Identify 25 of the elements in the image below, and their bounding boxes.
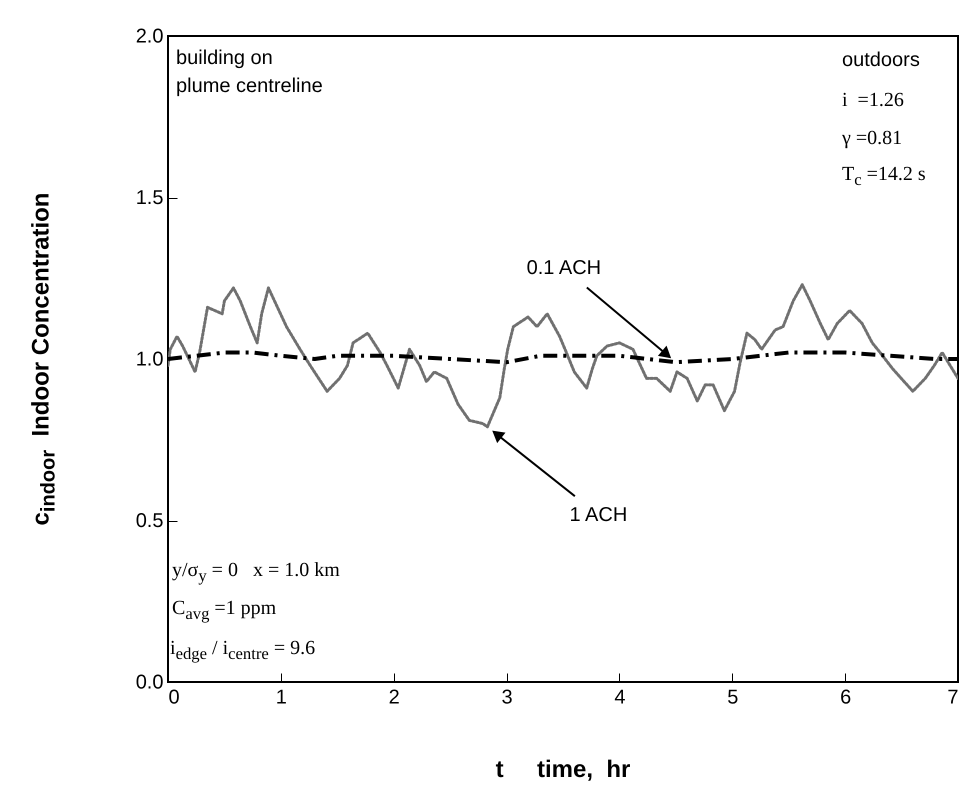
y-tick-label: 0.5 bbox=[136, 510, 164, 532]
annotation: 0.1 ACH bbox=[526, 257, 602, 280]
x-axis-title: t time, hr bbox=[496, 756, 630, 784]
x-tick-label: 5 bbox=[727, 686, 738, 708]
x-tick-label: 7 bbox=[947, 686, 958, 708]
annotation: C$_{avg}$ =1 ppm bbox=[172, 596, 276, 625]
y-tick-label: 2.0 bbox=[136, 26, 164, 48]
x-tick-label: 3 bbox=[502, 686, 513, 708]
annotation: i =1.26 bbox=[842, 88, 904, 113]
y-tick-label: 1.0 bbox=[136, 348, 164, 370]
annotation: y/σ$_{y}$ = 0 x = 1.0 km bbox=[172, 558, 340, 587]
y-tick-label: 0.0 bbox=[136, 672, 164, 694]
y-tick-label: 1.5 bbox=[136, 187, 164, 209]
annotation: 1 ACH bbox=[569, 504, 628, 526]
x-tick-label: 6 bbox=[840, 686, 852, 708]
annotation: T$_{c}$ =14.2 s bbox=[842, 162, 926, 191]
annotation: i$_{edge}$ / i$_{centre}$ = 9.6 bbox=[170, 636, 316, 665]
x-tick-label: 4 bbox=[614, 686, 626, 708]
annotation: building on plume centreline bbox=[176, 46, 323, 99]
annotation: outdoors bbox=[842, 48, 920, 73]
x-tick-label: 1 bbox=[276, 686, 287, 708]
x-tick-label: 0 bbox=[168, 686, 180, 708]
annotation: γ =0.81 bbox=[842, 126, 902, 151]
x-tick-label: 2 bbox=[388, 686, 400, 708]
line-series bbox=[168, 283, 958, 428]
